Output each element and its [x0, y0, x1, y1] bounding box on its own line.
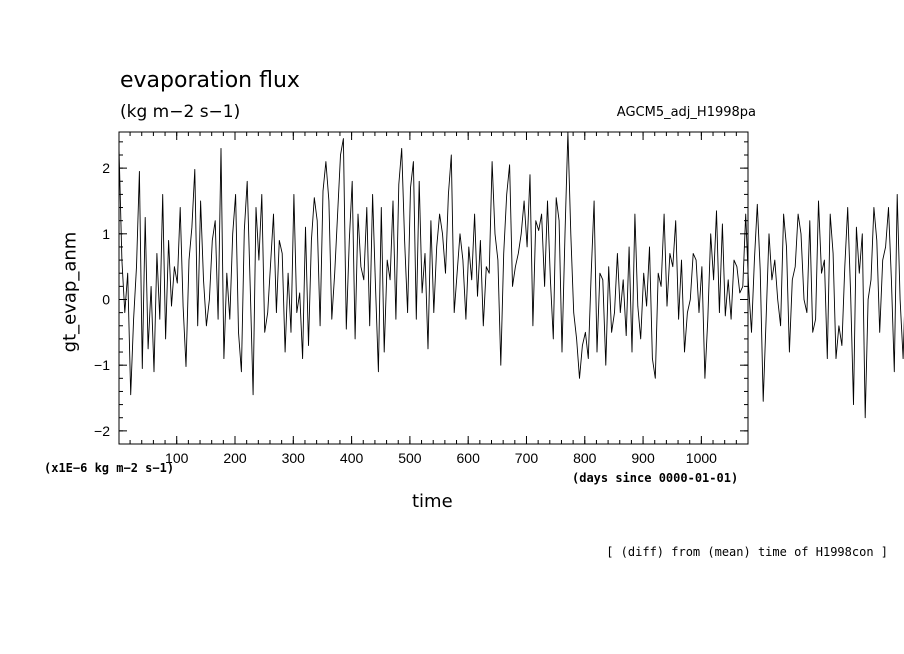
x-tick-label: 400 — [340, 450, 364, 466]
x-tick-label: 700 — [515, 450, 539, 466]
y-tick-label: −2 — [94, 423, 110, 439]
x-tick-label: 800 — [573, 450, 597, 466]
x-tick-label: 200 — [223, 450, 247, 466]
footnote: [ (diff) from (mean) time of H1998con ] — [606, 545, 888, 559]
x-tick-label: 900 — [631, 450, 655, 466]
y-scale-note: (x1E−6 kg m−2 s−1) — [44, 461, 175, 475]
x-axis-label: time — [412, 491, 453, 512]
x-tick-label: 600 — [457, 450, 481, 466]
y-tick-label: 0 — [102, 291, 110, 307]
x-tick-label: 100 — [165, 450, 189, 466]
x-tick-label: 1000 — [686, 450, 717, 466]
y-tick-label: −1 — [94, 357, 110, 373]
y-tick-label: 1 — [102, 226, 110, 242]
y-tick-label: 2 — [102, 160, 110, 176]
chart-title: evaporation flux — [120, 68, 300, 93]
series-line — [118, 131, 904, 419]
chart-units: (kg m−2 s−1) — [120, 102, 241, 122]
x-tick-label: 500 — [398, 450, 422, 466]
plot-frame — [118, 131, 749, 445]
x-tick-label: 300 — [282, 450, 306, 466]
tick-layer: 100 200 300 400 500 600 700 800 900 1000 −2 −1 0 1 2 — [94, 132, 749, 466]
x-axis-units: (days since 0000-01-01) — [572, 471, 739, 485]
series-layer — [118, 131, 904, 419]
experiment-label: AGCM5_adj_H1998pa — [616, 105, 756, 120]
